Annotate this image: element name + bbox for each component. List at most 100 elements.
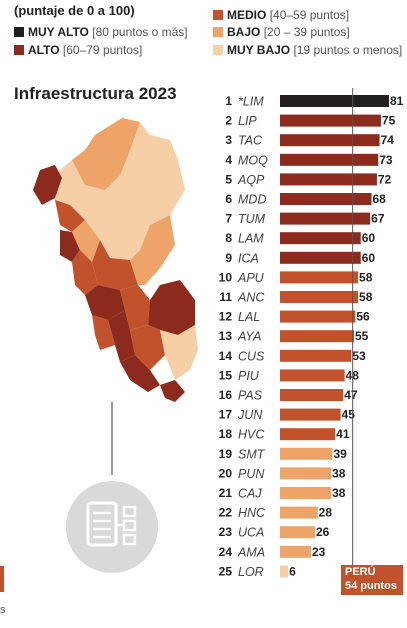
region-label: PIU — [238, 369, 260, 383]
rank-label: 19 — [219, 447, 233, 461]
bar — [280, 447, 333, 460]
region-label: HNC — [238, 506, 266, 520]
rank-label: 25 — [219, 564, 233, 578]
value-label: 55 — [355, 329, 369, 343]
rank-label: 1 — [225, 94, 232, 108]
bar — [280, 291, 359, 303]
region-label: HVC — [238, 428, 265, 442]
reference-label-line2: 54 puntos — [345, 580, 397, 592]
value-label: 56 — [356, 310, 370, 324]
rank-label: 16 — [219, 388, 233, 402]
legend-item-bajo: BAJO [20 – 39 puntos] — [213, 25, 350, 39]
value-label: 53 — [352, 349, 366, 363]
legend-range: [80 puntos o más] — [92, 25, 188, 39]
region-label: UCA — [238, 526, 264, 540]
region-label: AYA — [237, 330, 261, 344]
rank-label: 6 — [225, 192, 232, 206]
left-edge-text: s — [0, 604, 6, 616]
bar — [280, 545, 311, 558]
value-label: 41 — [336, 427, 350, 441]
legend-swatch — [213, 10, 223, 20]
rank-label: 11 — [219, 290, 232, 304]
value-label: 75 — [382, 114, 396, 128]
value-label: 38 — [332, 486, 346, 500]
rank-label: 4 — [225, 153, 232, 167]
bar — [280, 389, 344, 401]
region-label: PUN — [238, 467, 265, 481]
legend-range: [20 – 39 puntos] — [263, 25, 350, 39]
region-label: AMA — [237, 545, 265, 559]
legend-label: MUY BAJO — [227, 43, 291, 57]
rank-label: 10 — [219, 270, 233, 284]
bar — [280, 349, 352, 362]
value-label: 58 — [359, 290, 373, 304]
value-label: 68 — [373, 192, 387, 206]
region-label: LOR — [238, 565, 264, 579]
region-label: PAS — [238, 389, 263, 403]
value-label: 58 — [359, 270, 373, 284]
bar — [280, 95, 389, 107]
legend-swatch — [213, 27, 223, 37]
legend-item-muy-alto: MUY ALTO [80 puntos o más] — [14, 25, 188, 39]
bar — [280, 271, 359, 284]
bar — [280, 330, 355, 343]
rank-label: 9 — [225, 251, 232, 265]
bar — [280, 193, 372, 205]
legend-range: [40–59 puntos] — [269, 8, 350, 22]
rank-label: 22 — [219, 506, 233, 520]
rank-label: 14 — [219, 349, 233, 363]
left-edge-mark — [0, 566, 4, 592]
rank-label: 8 — [225, 231, 232, 245]
bar — [280, 153, 379, 166]
rank-label: 2 — [225, 114, 232, 128]
rank-label: 7 — [225, 212, 232, 226]
region-label: LAM — [238, 232, 264, 246]
region-label: MOQ — [238, 153, 268, 167]
legend-swatch — [14, 27, 24, 37]
bar — [280, 526, 315, 539]
value-label: 39 — [333, 447, 347, 461]
rank-label: 13 — [219, 329, 233, 343]
chart-title: Infraestructura 2023 — [14, 84, 177, 103]
region-label: AQP — [237, 173, 265, 187]
legend-label: MEDIO — [227, 8, 267, 22]
value-label: 72 — [378, 172, 392, 186]
value-label: 45 — [342, 408, 356, 422]
legend-swatch — [213, 45, 223, 55]
region-label: LAL — [238, 310, 260, 324]
bar — [280, 506, 318, 519]
value-label: 73 — [379, 153, 393, 167]
bar — [280, 134, 380, 147]
rank-label: 20 — [219, 466, 233, 480]
bar — [280, 114, 381, 127]
bar — [280, 212, 371, 225]
bar — [280, 369, 345, 382]
rank-label: 24 — [219, 545, 233, 559]
value-label: 26 — [316, 525, 330, 539]
region-label: CUS — [238, 349, 265, 363]
rank-label: 12 — [219, 310, 233, 324]
region-label: ANC — [237, 291, 265, 305]
reference-label-line1: PERÚ — [345, 566, 376, 578]
rank-label: 17 — [219, 408, 233, 422]
region-label: CAJ — [238, 487, 262, 501]
bar — [280, 408, 341, 421]
rank-label: 23 — [219, 525, 233, 539]
rank-label: 15 — [219, 368, 233, 382]
rank-label: 3 — [225, 133, 232, 147]
value-label: 60 — [362, 251, 376, 265]
bar — [280, 251, 361, 264]
bar — [280, 232, 361, 245]
value-label: 67 — [371, 212, 385, 226]
region-label: TUM — [238, 212, 266, 226]
bar — [280, 565, 289, 578]
region-label: LIP — [238, 114, 257, 128]
bar — [280, 428, 336, 441]
legend-item-medio: MEDIO [40–59 puntos] — [213, 8, 349, 22]
bar — [280, 467, 332, 480]
legend-scale-note: (puntaje de 0 a 100) — [14, 3, 135, 18]
legend-range: [60–79 puntos] — [62, 43, 143, 57]
legend-item-muy-bajo: MUY BAJO [19 puntos o menos] — [213, 43, 402, 57]
region-label: MDD — [238, 193, 266, 207]
